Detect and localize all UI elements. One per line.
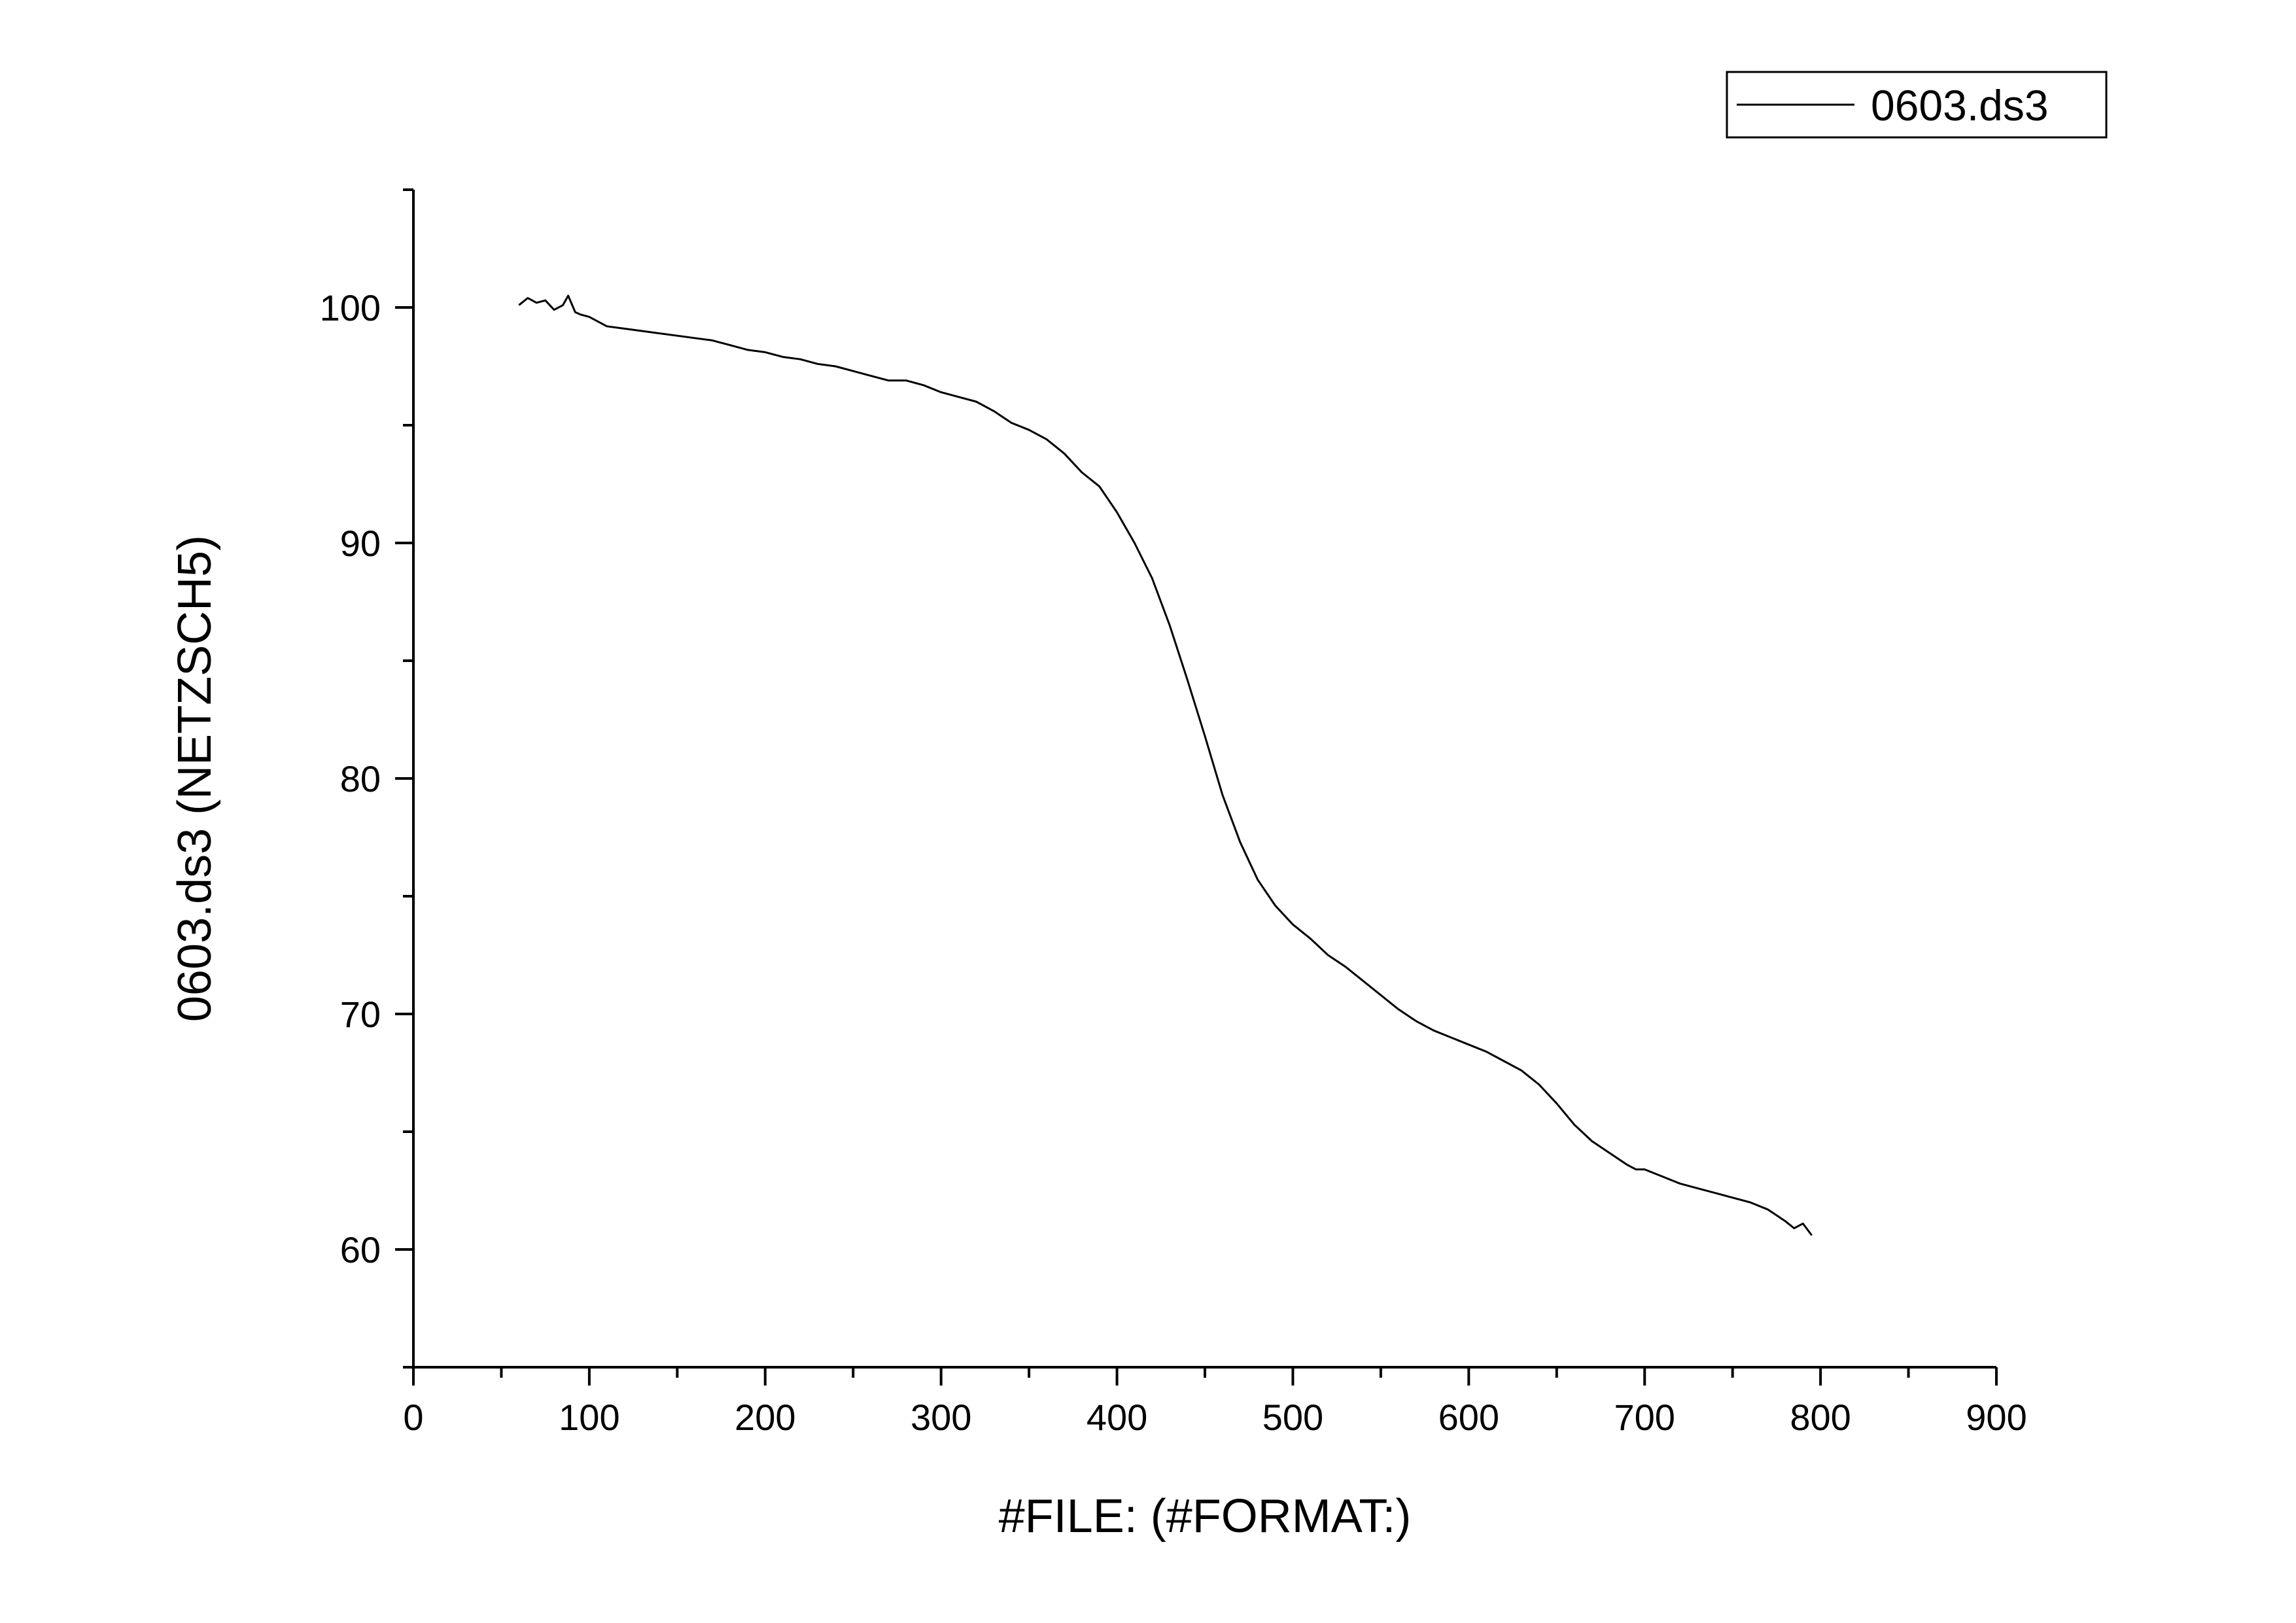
x-tick-label: 600 [1438,1397,1499,1438]
y-tick-label: 100 [320,287,381,328]
axes: 0 100 200 300 400 500 600 700 800 900 60 70 80 90 100 [320,188,2027,1438]
x-axis: 0 100 200 300 400 500 600 700 800 900 [403,1367,2027,1438]
x-tick-label: 200 [735,1397,795,1438]
y-tick-label: 60 [340,1229,381,1270]
x-tick-label: 0 [403,1397,423,1438]
y-tick-label: 90 [340,523,381,564]
plot-area [518,294,1813,1236]
y-tick-label: 70 [340,994,381,1035]
legend-entry: 0603.ds3 [1871,81,2049,130]
x-tick-label: 900 [1966,1397,2026,1438]
x-tick-label: 800 [1790,1397,1851,1438]
x-tick-label: 300 [911,1397,971,1438]
x-tick-label: 400 [1087,1397,1147,1438]
x-axis-title: #FILE: (#FORMAT:) [999,1490,1412,1543]
y-axis: 60 70 80 90 100 [320,188,413,1369]
x-tick-label: 700 [1614,1397,1675,1438]
series-line-0603.ds3 [518,294,1813,1236]
legend: 0603.ds3 [1726,71,2108,139]
x-tick-label: 100 [559,1397,619,1438]
x-tick-label: 500 [1262,1397,1323,1438]
y-axis-title: 0603.ds3 (NETZSCH5) [169,535,221,1022]
y-tick-label: 80 [340,758,381,799]
